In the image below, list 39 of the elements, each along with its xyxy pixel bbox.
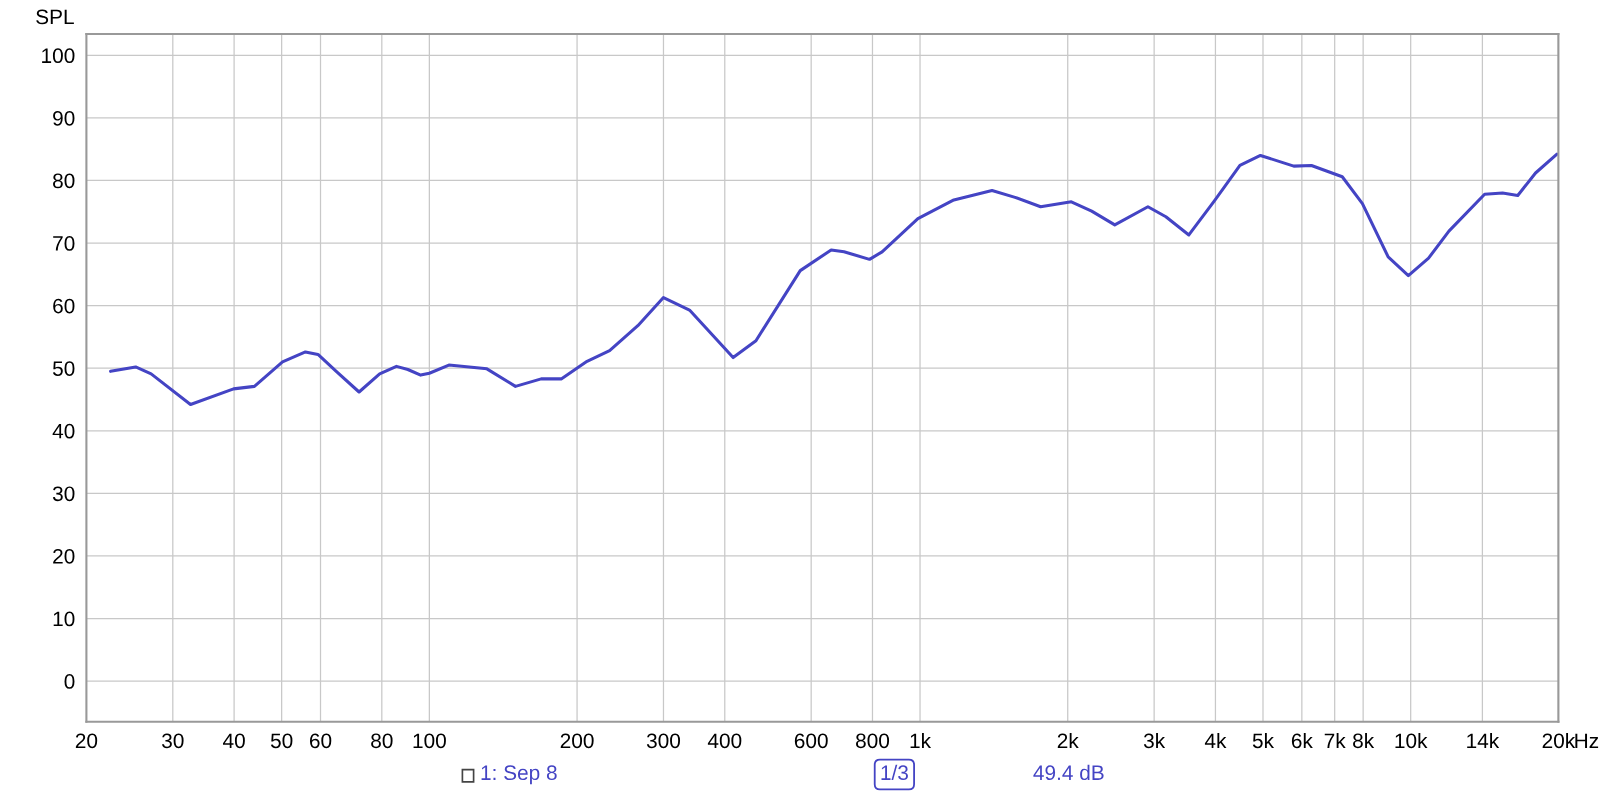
x-tick-label: 3k <box>1143 732 1166 749</box>
y-axis-title: SPL <box>36 9 74 25</box>
y-tick-label: 20 <box>53 548 75 564</box>
x-tick-label: 60 <box>309 733 332 749</box>
x-tick-label: 8k <box>1353 732 1375 749</box>
x-tick-label: 20 <box>75 733 98 749</box>
x-tick-label: 400 <box>707 733 742 749</box>
x-axis-title: Hz <box>1575 733 1599 748</box>
y-tick-label: 30 <box>52 486 75 502</box>
x-tick-label: 4k <box>1204 732 1227 748</box>
x-tick-label: 100 <box>413 733 446 749</box>
x-tick-label: 800 <box>856 733 890 749</box>
x-tick-label: 80 <box>371 733 393 749</box>
x-tick-label: 40 <box>223 733 245 749</box>
x-tick-label: 5k <box>1252 732 1275 749</box>
text: 1/3 <box>881 764 908 781</box>
x-tick-label: 2k <box>1057 732 1079 748</box>
x-tick-label: 1k <box>910 732 932 748</box>
text: 49.4 dB <box>1033 764 1104 781</box>
x-tick-label: 300 <box>646 733 681 749</box>
x-tick-label: 10k <box>1395 732 1428 749</box>
x-tick-label: 50 <box>270 733 293 749</box>
x-tick-label: 20k <box>1542 732 1576 749</box>
x-tick-label: 200 <box>560 733 594 749</box>
y-tick-label: 50 <box>52 361 75 376</box>
y-tick-label: 0 <box>64 674 75 689</box>
x-tick-label: 6k <box>1291 732 1313 749</box>
y-tick-label: 100 <box>42 48 75 64</box>
y-tick-label: 40 <box>52 423 75 439</box>
x-tick-label: 14k <box>1467 732 1500 748</box>
x-tick-label: 30 <box>162 733 184 749</box>
x-tick-label: 7k <box>1324 732 1346 748</box>
y-tick-label: 70 <box>53 236 75 251</box>
y-tick-label: 10 <box>53 611 75 627</box>
text: 1: Sep 8 <box>481 765 557 785</box>
y-tick-label: 60 <box>53 298 75 314</box>
y-tick-label: 80 <box>53 173 75 189</box>
x-tick-label: 600 <box>794 733 828 749</box>
y-tick-label: 90 <box>53 110 75 126</box>
